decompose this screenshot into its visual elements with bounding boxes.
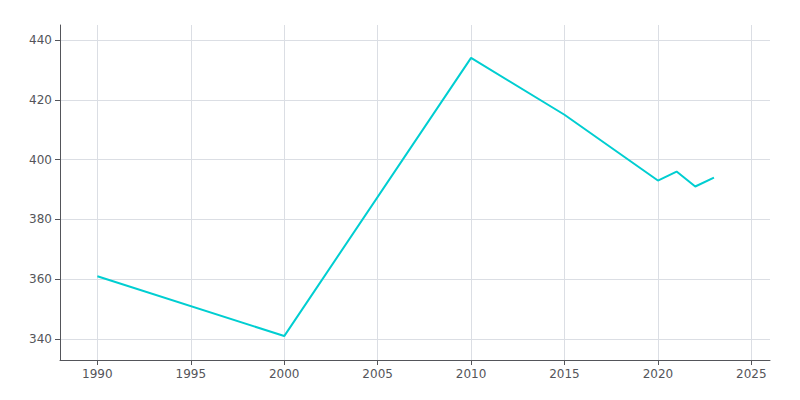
svg-text:400: 400 [29, 153, 52, 167]
svg-text:1990: 1990 [82, 367, 113, 381]
svg-text:340: 340 [29, 332, 52, 346]
svg-text:440: 440 [29, 33, 52, 47]
svg-text:2015: 2015 [549, 367, 580, 381]
svg-text:2010: 2010 [456, 367, 487, 381]
svg-text:2025: 2025 [736, 367, 767, 381]
svg-text:2000: 2000 [269, 367, 300, 381]
svg-text:2005: 2005 [362, 367, 393, 381]
svg-text:420: 420 [29, 93, 52, 107]
svg-text:2020: 2020 [643, 367, 674, 381]
svg-text:380: 380 [29, 212, 52, 226]
svg-text:1995: 1995 [176, 367, 207, 381]
svg-text:360: 360 [29, 272, 52, 286]
